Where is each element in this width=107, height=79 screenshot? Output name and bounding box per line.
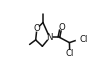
Circle shape — [76, 36, 82, 42]
Circle shape — [35, 26, 39, 31]
Text: N: N — [46, 33, 53, 42]
Text: Cl: Cl — [79, 35, 88, 44]
Text: Cl: Cl — [66, 49, 74, 58]
Circle shape — [47, 35, 52, 40]
Circle shape — [67, 50, 73, 56]
Text: O: O — [58, 23, 65, 32]
Circle shape — [59, 25, 64, 30]
Text: O: O — [33, 24, 40, 33]
